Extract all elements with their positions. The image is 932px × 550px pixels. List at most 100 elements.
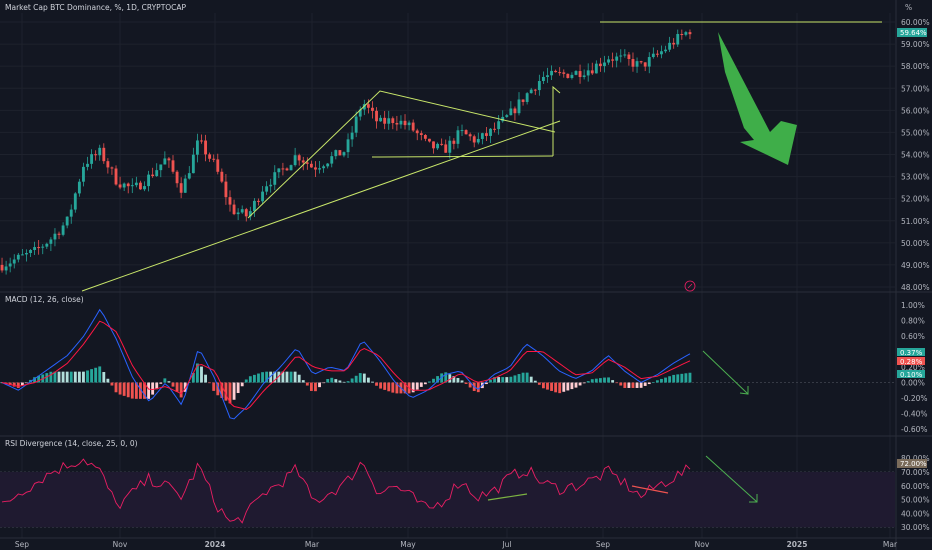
- price-axis[interactable]: 60.00% 59.00% 58.00% 57.00% 56.00% 55.00% 54.0…: [901, 18, 930, 292]
- long-support-trendline[interactable]: [81, 120, 561, 292]
- candle-body: [269, 184, 273, 187]
- candle-body: [265, 186, 269, 192]
- price-tick-label: 56.00%: [901, 106, 930, 115]
- rsi-bearish-divergence-line[interactable]: [631, 485, 669, 494]
- tradingview-logo-icon[interactable]: [684, 280, 696, 292]
- macd-histogram-bar: [305, 382, 309, 386]
- macd-histogram-bar: [448, 374, 452, 383]
- macd-histogram-bar: [82, 371, 85, 383]
- macd-histogram-bar: [122, 382, 126, 396]
- macd-axis[interactable]: 1.00%0.80%0.60%0.40%0.20%0.00%-0.20%-0.4…: [901, 301, 928, 434]
- macd-histogram-bar: [102, 372, 106, 383]
- macd-histogram-bar: [501, 377, 505, 383]
- time-tick-label: Mar: [305, 540, 320, 549]
- macd-histogram-bar: [49, 371, 53, 383]
- candle-body: [183, 178, 187, 193]
- macd-histogram-bar: [371, 381, 374, 383]
- candle-body: [86, 163, 89, 167]
- candle-body: [497, 121, 501, 130]
- trendline-drawings: [81, 21, 882, 292]
- macd-histogram-bar: [57, 371, 61, 383]
- candle-body: [598, 63, 602, 67]
- macd-histogram-bar: [558, 382, 562, 394]
- breakout-arrow-line[interactable]: [552, 85, 561, 156]
- macd-histogram-bar: [8, 382, 12, 386]
- time-tick-label: Sep: [15, 540, 29, 549]
- candle-body: [147, 174, 151, 187]
- candle-body: [493, 128, 497, 130]
- macd-histogram-bar: [73, 371, 77, 383]
- candle-body: [501, 116, 505, 122]
- macd-histogram-bar: [257, 373, 260, 383]
- bearish-arrow-drawing[interactable]: [718, 32, 797, 165]
- macd-histogram-bar: [452, 376, 456, 383]
- time-tick-label: May: [400, 540, 416, 549]
- rsi-value-badge: 72.00%: [897, 459, 927, 468]
- candle-body: [358, 109, 362, 117]
- macd-histogram-bar: [147, 382, 151, 399]
- macd-histogram-bar: [485, 382, 488, 385]
- macd-histogram-bar: [90, 369, 94, 383]
- candle-body: [277, 168, 281, 173]
- candle-body: [69, 209, 73, 217]
- macd-histogram-bar: [672, 374, 676, 383]
- candle-body: [33, 247, 37, 250]
- candle-body: [159, 164, 163, 171]
- macd-histogram-bar: [200, 366, 203, 383]
- candle-body: [647, 57, 651, 67]
- macd-histogram-bar: [590, 379, 594, 383]
- price-tick-label: 50.00%: [901, 239, 930, 248]
- candle-body: [342, 152, 346, 156]
- percent-scale-button[interactable]: %: [897, 2, 927, 13]
- candle-body: [45, 243, 49, 247]
- candle-body: [187, 173, 191, 179]
- time-axis[interactable]: Sep Nov 2024 Mar May Jul Sep Nov 2025 Mar: [15, 540, 898, 549]
- macd-histogram-bar: [631, 382, 635, 388]
- candle-body: [383, 117, 387, 124]
- time-tick-label: Jul: [501, 540, 511, 549]
- horizontal-support-line[interactable]: [371, 155, 554, 158]
- macd-histogram-bar: [252, 374, 256, 383]
- macd-histogram-bar: [546, 382, 549, 390]
- candle-body: [354, 116, 358, 133]
- candle-body: [631, 59, 635, 67]
- candle-body: [375, 110, 378, 122]
- candle-body: [12, 259, 16, 264]
- candle-body: [688, 32, 692, 35]
- candle-body: [338, 150, 342, 156]
- macd-histogram-bar: [130, 382, 134, 399]
- macd-histogram-bar: [289, 371, 293, 383]
- candle-body: [362, 104, 366, 110]
- candle-body: [314, 167, 317, 170]
- time-tick-label: Nov: [695, 540, 710, 549]
- candle-body: [436, 143, 440, 149]
- candle-body: [582, 75, 586, 78]
- rsi-tick-label: 50.00%: [901, 496, 930, 505]
- candle-body: [224, 181, 228, 198]
- macd-histogram-bar: [623, 382, 627, 388]
- macd-tick-label: 0.80%: [901, 316, 925, 325]
- macd-histogram-bar: [309, 382, 313, 391]
- macd-histogram-bar: [236, 382, 240, 394]
- candle-body: [49, 239, 53, 244]
- candle-body: [139, 182, 142, 190]
- svg-text:72.00%: 72.00%: [900, 460, 927, 468]
- candle-body: [326, 163, 330, 167]
- macd-histogram-bar: [45, 373, 49, 383]
- rsi-bullish-divergence-line[interactable]: [487, 493, 528, 501]
- macd-histogram-bar: [594, 378, 598, 383]
- macd-histogram-bar: [533, 380, 537, 383]
- rsi-tick-label: 70.00%: [901, 468, 930, 477]
- macd-down-arrow[interactable]: [702, 350, 749, 395]
- rsi-axis[interactable]: 80.00% 70.00% 60.00% 50.00% 40.00% 30.00%: [901, 454, 930, 532]
- price-tick-label: 55.00%: [901, 128, 930, 137]
- macd-tick-label: 0.00%: [901, 379, 925, 388]
- macd-histogram-bar: [191, 372, 195, 383]
- macd-histogram-bar: [114, 382, 118, 393]
- rising-wedge-lines[interactable]: [247, 90, 556, 219]
- macd-histogram: [0, 363, 692, 404]
- rsi-down-arrow[interactable]: [705, 455, 758, 503]
- macd-histogram-bar: [159, 382, 163, 384]
- candle-body: [297, 155, 301, 161]
- macd-histogram-bar: [338, 380, 342, 383]
